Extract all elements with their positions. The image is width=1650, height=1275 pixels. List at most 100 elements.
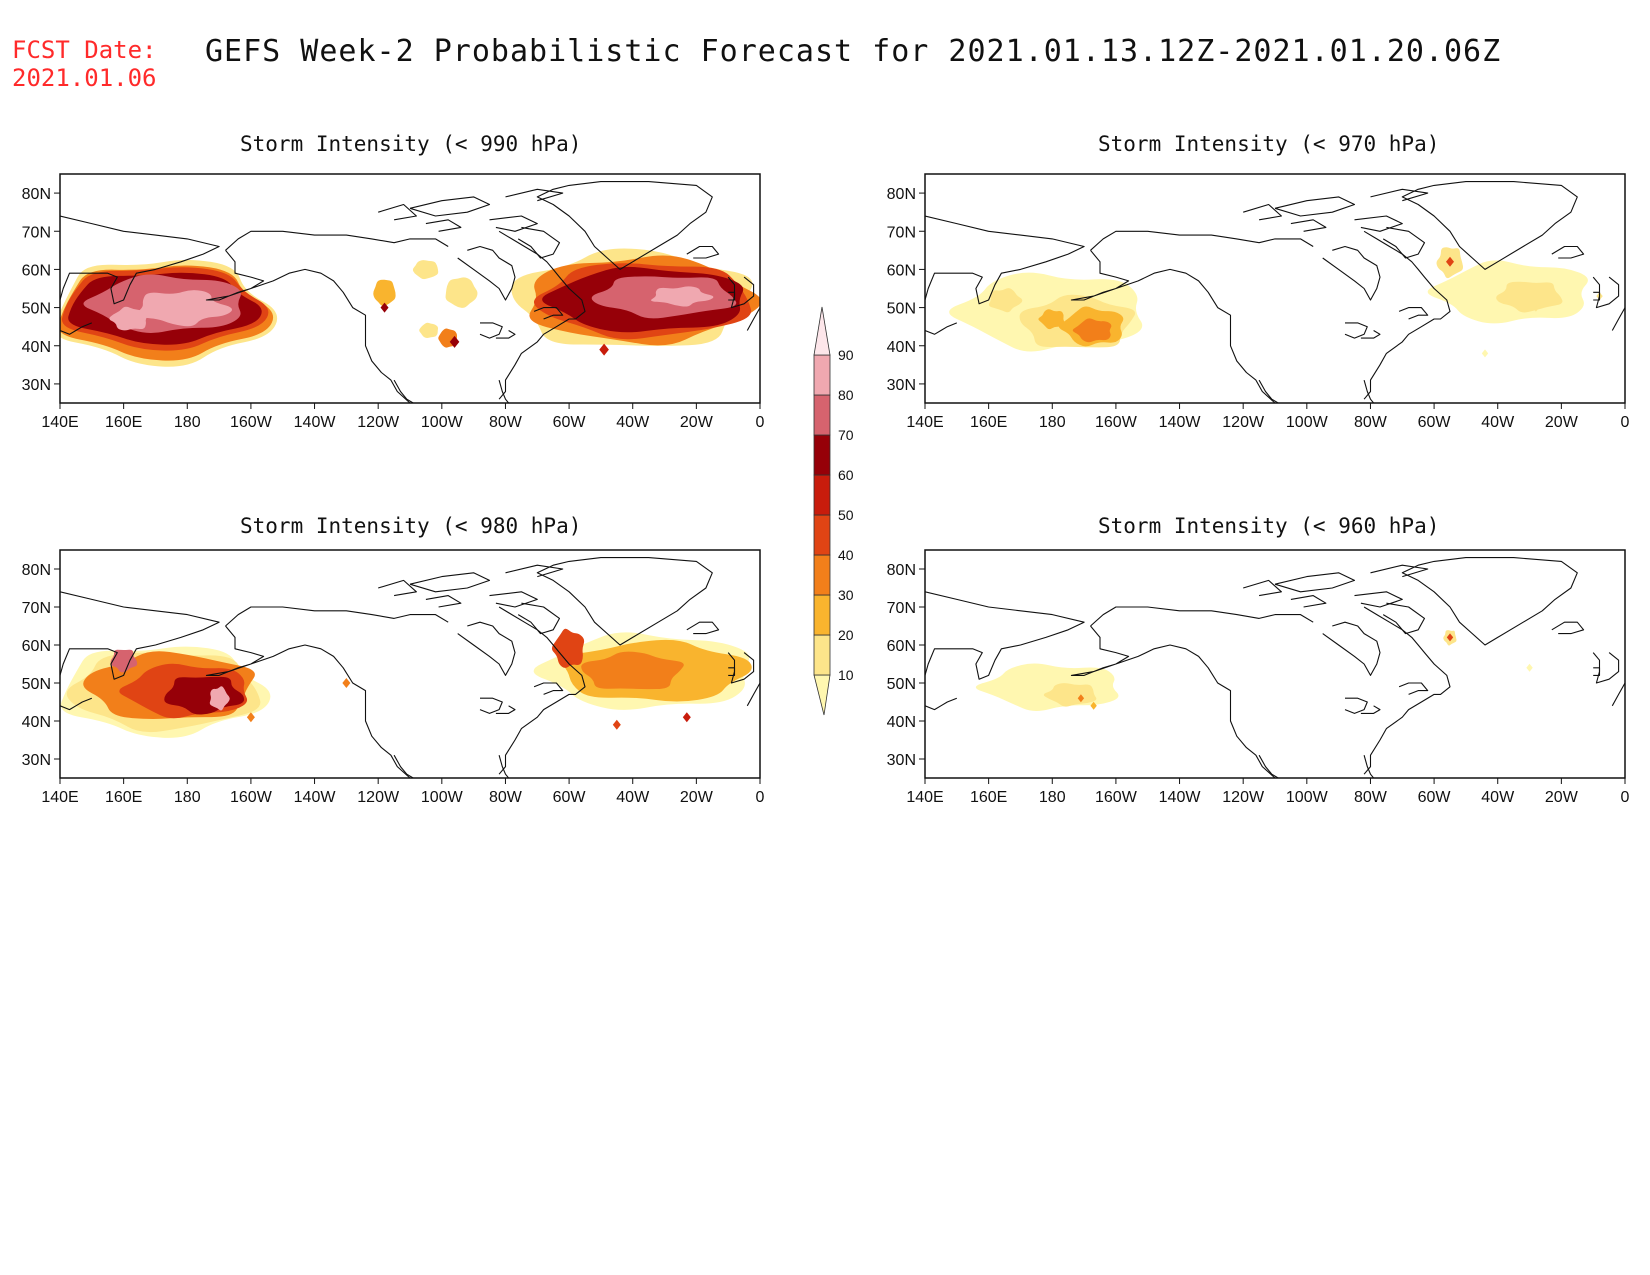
prob-speck	[1526, 663, 1533, 672]
lon-tick-label: 20W	[680, 789, 714, 806]
lon-tick-label: 140E	[906, 789, 943, 806]
coastline	[1070, 625, 1277, 778]
coastline	[1090, 606, 1314, 627]
coastline	[60, 591, 220, 680]
colorbar-label: 70	[838, 427, 854, 443]
fcst-date-label: FCST Date:	[12, 36, 157, 64]
lat-tick-label: 30N	[887, 377, 916, 394]
coastline	[498, 755, 510, 778]
lat-tick-label: 40N	[887, 714, 916, 731]
prob-speck-conus	[373, 279, 396, 306]
coastline	[686, 245, 720, 259]
coastline	[425, 595, 462, 608]
lat-tick-label: 30N	[22, 752, 51, 769]
coastline	[489, 215, 538, 232]
colorbar-box	[813, 554, 831, 596]
coastline	[727, 276, 755, 309]
coastline	[1370, 564, 1429, 578]
coastline	[1370, 188, 1429, 202]
prob-speck	[1077, 694, 1085, 703]
prob-speck-conus	[412, 260, 439, 280]
coastline	[1593, 667, 1601, 676]
prob-90-pacific	[209, 686, 230, 711]
fcst-date-value: 2021.01.06	[12, 64, 157, 92]
lon-tick-label: 120W	[1222, 414, 1265, 431]
coastline	[1611, 682, 1625, 707]
coastline	[1290, 595, 1327, 608]
coastline	[1243, 203, 1282, 221]
coastlines	[60, 181, 760, 403]
coastline	[533, 307, 564, 320]
coastline	[746, 682, 760, 707]
coastline	[457, 245, 516, 301]
lat-tick-label: 40N	[887, 339, 916, 356]
lon-tick-label: 180	[1039, 414, 1066, 431]
coastline	[409, 572, 491, 593]
coastline	[1322, 621, 1381, 676]
lon-tick-label: 0	[1621, 789, 1630, 806]
coastline	[1611, 307, 1625, 331]
lon-tick-label: 0	[1621, 414, 1630, 431]
lat-tick-label: 60N	[22, 638, 51, 655]
coastline	[1258, 754, 1279, 778]
coastline	[489, 591, 538, 608]
coastline	[1274, 196, 1356, 217]
lon-tick-label: 60W	[1418, 414, 1452, 431]
coastline	[925, 215, 1085, 305]
lon-tick-label: 100W	[421, 789, 464, 806]
lon-tick-label: 80W	[1354, 414, 1388, 431]
lon-tick-label: 160W	[230, 789, 273, 806]
prob-20-atlantic	[1496, 281, 1563, 313]
lon-tick-label: 160W	[1095, 789, 1138, 806]
coastline	[1363, 606, 1451, 775]
colorbar-label: 60	[838, 467, 854, 483]
coastline	[1070, 249, 1277, 403]
lat-tick-label: 70N	[22, 600, 51, 617]
main-title: GEFS Week-2 Probabilistic Forecast for 2…	[205, 34, 1502, 69]
coastline	[409, 196, 491, 217]
colorbar-label: 10	[838, 667, 854, 683]
coastline	[505, 188, 564, 202]
coastline	[1551, 245, 1585, 259]
lon-tick-label: 120W	[357, 789, 400, 806]
probability-field	[975, 630, 1533, 711]
lon-tick-label: 140W	[294, 414, 337, 431]
lat-tick-label: 80N	[22, 186, 51, 203]
coastline	[498, 379, 510, 403]
lon-tick-label: 160E	[105, 414, 142, 431]
lat-tick-label: 50N	[887, 676, 916, 693]
lat-tick-label: 80N	[887, 186, 916, 203]
prob-50-labrador	[551, 628, 585, 668]
lon-tick-label: 140W	[1159, 789, 1202, 806]
coastline	[505, 564, 564, 578]
prob-speck	[599, 343, 609, 356]
prob-90-pacific	[135, 290, 232, 327]
coastline	[495, 705, 516, 714]
map-frame	[59, 173, 761, 404]
coastline	[1354, 215, 1403, 232]
lon-tick-label: 160E	[105, 789, 142, 806]
colorbar-box	[813, 306, 831, 356]
coastline	[686, 621, 720, 635]
prob-speck	[682, 712, 691, 723]
colorbar-label: 40	[838, 547, 854, 563]
lon-tick-label: 120W	[357, 414, 400, 431]
colorbar-label: 30	[838, 587, 854, 603]
lon-tick-label: 160E	[970, 414, 1007, 431]
coastline	[1322, 245, 1381, 301]
lon-tick-label: 160W	[230, 414, 273, 431]
lat-tick-label: 50N	[22, 301, 51, 318]
lat-tick-label: 50N	[22, 676, 51, 693]
coastline	[479, 322, 503, 339]
lon-tick-label: 0	[756, 414, 765, 431]
colorbar-box	[813, 474, 831, 516]
lon-tick-label: 140E	[41, 414, 78, 431]
lat-tick-label: 30N	[887, 752, 916, 769]
coastline	[1360, 330, 1381, 339]
coastline	[1090, 230, 1314, 251]
lon-tick-label: 20W	[680, 414, 714, 431]
lon-tick-label: 140W	[294, 789, 337, 806]
lat-tick-label: 60N	[887, 638, 916, 655]
panel-970: 80N 70N 60N 50N 40N 30N 140E 160E 180 160W 140W 120…	[887, 173, 1630, 431]
